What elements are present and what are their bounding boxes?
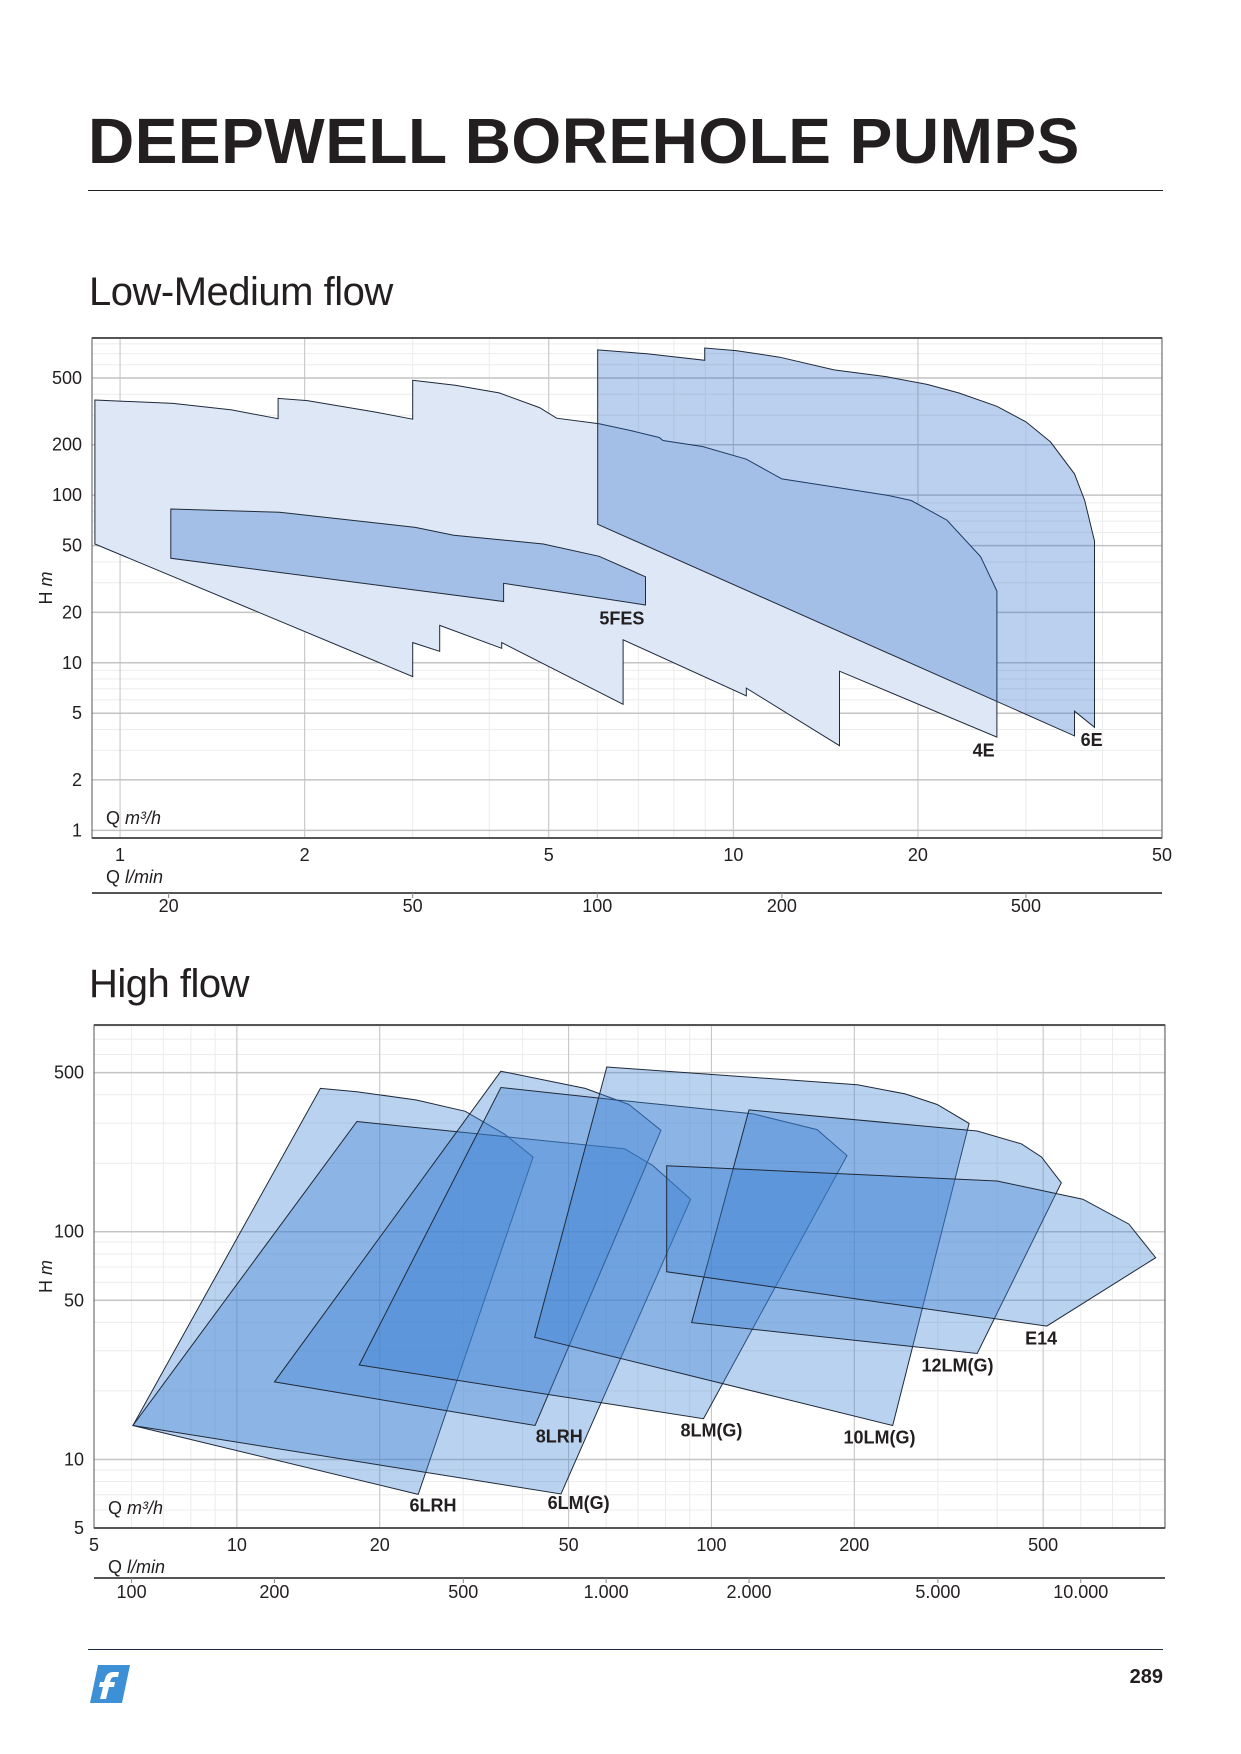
pump-range-5fes	[170, 508, 646, 606]
series-label: 5FES	[599, 608, 644, 628]
secondary-x-tick-label: 20	[159, 896, 179, 916]
secondary-x-tick-label: 100	[582, 896, 612, 916]
pump-range-6lmg	[132, 1120, 692, 1495]
y-tick-label: 10	[64, 1449, 84, 1469]
chart-title-low-medium-flow: Low-Medium flow	[89, 270, 393, 314]
series-label: 4E	[973, 740, 995, 760]
secondary-x-tick-label: 5.000	[915, 1582, 960, 1602]
secondary-x-tick-label: 10.000	[1053, 1582, 1108, 1602]
x-axis-symbol: Q	[108, 1498, 127, 1518]
secondary-x-tick-label: 500	[1011, 896, 1041, 916]
pump-range-6e	[597, 347, 1095, 737]
y-tick-label: 5	[74, 1518, 84, 1538]
series-label: 8LRH	[536, 1427, 583, 1447]
y-tick-label: 500	[54, 1063, 84, 1083]
x-tick-label: 200	[839, 1535, 869, 1555]
pump-range-8lrh	[273, 1070, 662, 1427]
series-label: E14	[1025, 1328, 1057, 1348]
page-number: 289	[1129, 1666, 1163, 1688]
pump-range-4e	[94, 379, 998, 747]
secondary-x-axis-unit: l/min	[127, 1557, 165, 1577]
footer-divider	[88, 1649, 1163, 1650]
y-tick-label: 50	[62, 536, 82, 556]
high-flow-chart: 6LRH 6LM(G) 8LRH 8LM(G) 10LM(G) 12LM(G) E14 5 10…	[36, 1024, 1166, 1602]
x-tick-label: 50	[1152, 845, 1172, 865]
secondary-x-tick-label: 50	[403, 896, 423, 916]
x-tick-label: 5	[544, 845, 554, 865]
series-label: 8LM(G)	[680, 1421, 742, 1441]
x-tick-label: 20	[908, 845, 928, 865]
series-label: 6LRH	[410, 1495, 457, 1515]
chart-title-high-flow: High flow	[89, 962, 250, 1006]
secondary-x-axis-unit: l/min	[125, 867, 163, 887]
series-label: 6LM(G)	[548, 1493, 610, 1513]
x-tick-label: 2	[300, 845, 310, 865]
y-tick-label: 50	[64, 1290, 84, 1310]
x-tick-label: 10	[723, 845, 743, 865]
secondary-x-tick-label: 200	[259, 1582, 289, 1602]
x-tick-label: 20	[370, 1535, 390, 1555]
y-axis-label: H m	[36, 572, 56, 605]
grid	[94, 1025, 1165, 1528]
y-tick-label: 100	[52, 485, 82, 505]
x-axis-unit: m³/h	[125, 808, 161, 828]
secondary-x-axis-symbol: Q	[106, 867, 125, 887]
x-tick-label: 10	[227, 1535, 247, 1555]
secondary-x-axis-label: Q l/min	[108, 1557, 165, 1577]
pump-range-10lmg	[533, 1066, 970, 1427]
pump-range-6lrh	[132, 1087, 534, 1495]
x-tick-label: 50	[559, 1535, 579, 1555]
y-axis-label: H m	[36, 1260, 56, 1293]
y-tick-label: 200	[52, 435, 82, 455]
series-label: 6E	[1081, 730, 1103, 750]
y-axis-unit: m	[36, 1260, 56, 1275]
y-axis-unit: m	[36, 572, 56, 587]
x-tick-label: 5	[89, 1535, 99, 1555]
y-axis-symbol: H	[36, 587, 56, 605]
y-tick-label: 2	[72, 770, 82, 790]
secondary-x-axis-label: Q l/min	[106, 867, 163, 887]
low-medium-flow-chart: 4E 5FES 6E 1 2 5 10 20 50 1 2 5 10 20 50 100 200 500 Q m³/…	[36, 337, 1172, 916]
y-tick-label: 20	[62, 602, 82, 622]
secondary-x-tick-label: 1.000	[584, 1582, 629, 1602]
pump-range-e14	[666, 1165, 1157, 1327]
pump-range-8lmg	[358, 1086, 848, 1420]
series-label: 12LM(G)	[922, 1356, 994, 1376]
x-tick-label: 500	[1028, 1535, 1058, 1555]
y-tick-label: 500	[52, 368, 82, 388]
secondary-x-tick-label: 500	[448, 1582, 478, 1602]
y-tick-label: 100	[54, 1222, 84, 1242]
x-axis-label: Q m³/h	[108, 1498, 163, 1518]
y-axis-symbol: H	[36, 1275, 56, 1293]
x-tick-label: 1	[115, 845, 125, 865]
secondary-x-tick-label: 100	[117, 1582, 147, 1602]
y-tick-label: 5	[72, 703, 82, 723]
x-axis-label: Q m³/h	[106, 808, 161, 828]
secondary-x-tick-label: 2.000	[727, 1582, 772, 1602]
brand-logo	[88, 1663, 132, 1710]
series-label: 10LM(G)	[844, 1427, 916, 1447]
x-axis-unit: m³/h	[127, 1498, 163, 1518]
page-title: DEEPWELL BOREHOLE PUMPS	[88, 105, 1080, 177]
x-axis-symbol: Q	[106, 808, 125, 828]
y-tick-label: 1	[72, 820, 82, 840]
title-divider	[88, 190, 1163, 191]
x-tick-label: 100	[696, 1535, 726, 1555]
y-tick-label: 10	[62, 653, 82, 673]
secondary-x-tick-label: 200	[767, 896, 797, 916]
secondary-x-axis-symbol: Q	[108, 1557, 127, 1577]
